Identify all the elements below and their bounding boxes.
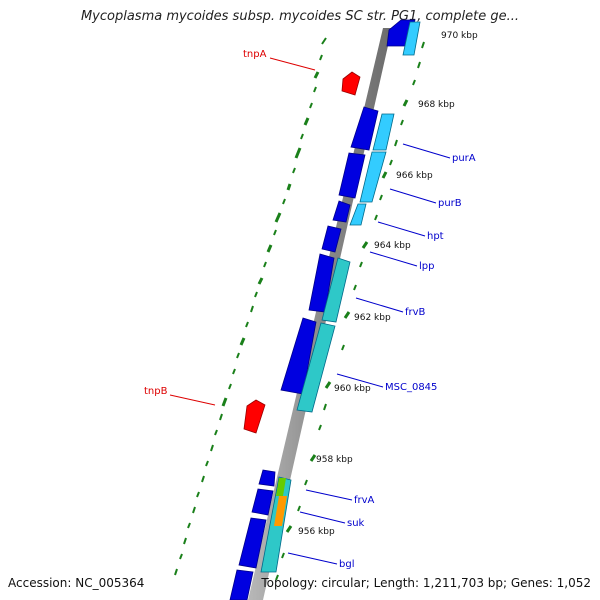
gene-label-hpt: hpt: [427, 231, 444, 242]
gene-block: [372, 113, 395, 151]
tick-label: 968 kbp: [418, 100, 455, 110]
tick-label: 960 kbp: [334, 384, 371, 394]
gene-labels: tnpA purA purB hpt lpp frvB tnpB MSC_084…: [144, 49, 476, 570]
gene-block: [296, 322, 336, 413]
gene-block: [338, 152, 366, 199]
gene-block: [386, 19, 416, 47]
gene-block: [402, 21, 421, 56]
gene-label-frvA: frvA: [354, 495, 375, 506]
tick-label: 966 kbp: [396, 171, 433, 181]
gene-label-suk: suk: [347, 518, 365, 529]
tick-label: 970 kbp: [441, 31, 478, 41]
transposase-gene-tnpB: [243, 399, 266, 434]
tick-label: 962 kbp: [354, 313, 391, 323]
gene-label-bgl: bgl: [339, 559, 354, 570]
gene-label-MSC_0845: MSC_0845: [385, 382, 437, 393]
tick-label: 956 kbp: [298, 527, 335, 537]
gene-label-purA: purA: [452, 153, 476, 164]
gene-label-lpp: lpp: [419, 261, 434, 272]
accession-label: Accession: NC_005364: [8, 576, 145, 590]
gene-block-orange: [274, 496, 287, 526]
tick-label: 964 kbp: [374, 241, 411, 251]
label-leaders: [169, 57, 451, 565]
gene-block: [251, 488, 274, 516]
gene-block: [321, 257, 351, 323]
gene-block: [258, 469, 276, 487]
gene-block-green: [276, 478, 286, 496]
gene-block: [321, 225, 342, 253]
genome-summary: Topology: circular; Length: 1,211,703 bp…: [261, 576, 591, 590]
reverse-genes: [260, 21, 421, 573]
gene-block: [349, 203, 367, 226]
transposase-gene-tnpA: [341, 71, 361, 96]
gc-track: [174, 37, 327, 576]
gene-block: [229, 569, 254, 600]
gene-block: [350, 106, 379, 151]
gene-label-purB: purB: [438, 198, 462, 209]
tick-label: 958 kbp: [316, 455, 353, 465]
tick-labels: 970 kbp 968 kbp 966 kbp 964 kbp 962 kbp …: [298, 31, 478, 537]
gene-block: [238, 517, 267, 569]
gene-label-frvB: frvB: [405, 307, 426, 318]
gene-label-tnpB: tnpB: [144, 386, 168, 397]
gene-block: [359, 151, 387, 203]
gene-block: [332, 200, 351, 223]
gene-label-tnpA: tnpA: [243, 49, 267, 60]
forward-genes: [229, 19, 416, 600]
tick-track: [275, 41, 425, 581]
